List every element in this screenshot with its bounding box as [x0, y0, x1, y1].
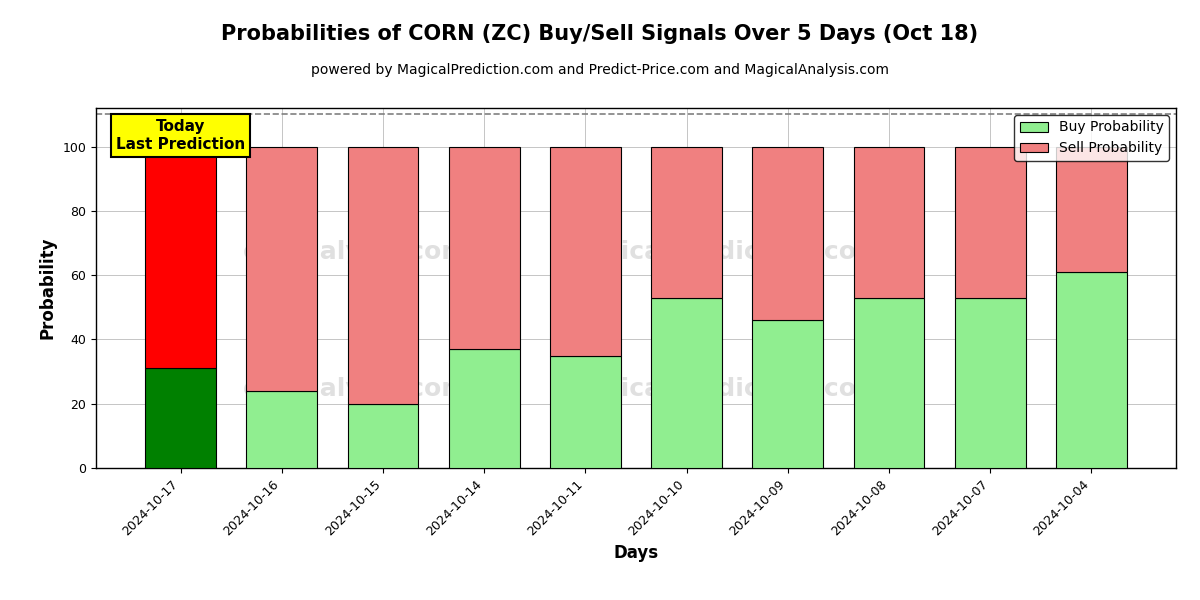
Bar — [955, 146, 1026, 298]
Bar — [853, 146, 924, 298]
Text: calAnalysis.com: calAnalysis.com — [242, 240, 468, 264]
Bar — [955, 298, 1026, 468]
Bar — [1056, 272, 1127, 468]
Bar — [348, 146, 419, 404]
Text: MagicalPrediction.com: MagicalPrediction.com — [562, 240, 883, 264]
Bar — [1056, 146, 1127, 272]
Bar — [246, 391, 317, 468]
Text: Today
Last Prediction: Today Last Prediction — [116, 119, 245, 152]
Text: MagicalPrediction.com: MagicalPrediction.com — [562, 377, 883, 401]
Bar — [550, 355, 620, 468]
Bar — [853, 298, 924, 468]
Y-axis label: Probability: Probability — [38, 237, 56, 339]
Bar — [752, 320, 823, 468]
Bar — [449, 146, 520, 349]
Bar — [145, 146, 216, 368]
Bar — [652, 146, 722, 298]
Legend: Buy Probability, Sell Probability: Buy Probability, Sell Probability — [1014, 115, 1169, 161]
Bar — [348, 404, 419, 468]
X-axis label: Days: Days — [613, 544, 659, 562]
Bar — [652, 298, 722, 468]
Text: calAnalysis.com: calAnalysis.com — [242, 377, 468, 401]
Bar — [449, 349, 520, 468]
Bar — [550, 146, 620, 355]
Bar — [145, 368, 216, 468]
Text: Probabilities of CORN (ZC) Buy/Sell Signals Over 5 Days (Oct 18): Probabilities of CORN (ZC) Buy/Sell Sign… — [222, 24, 978, 44]
Bar — [246, 146, 317, 391]
Bar — [752, 146, 823, 320]
Text: powered by MagicalPrediction.com and Predict-Price.com and MagicalAnalysis.com: powered by MagicalPrediction.com and Pre… — [311, 63, 889, 77]
